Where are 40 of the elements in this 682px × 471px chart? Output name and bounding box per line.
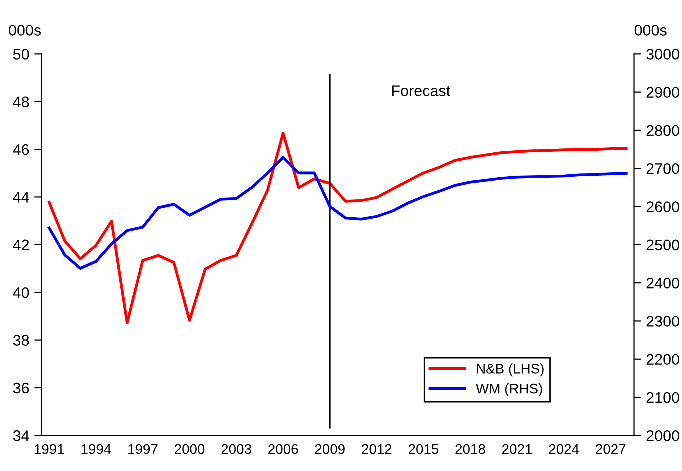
y2-tick-label: 2100 [646, 392, 680, 404]
line-series [48, 132, 628, 325]
y-tick-label: 44 [13, 192, 30, 203]
y2-tick-label: 2000 [646, 430, 680, 442]
x-tick-label: 2000 [175, 444, 205, 454]
y-axis-title: 000s [9, 25, 42, 36]
x-tick-label: 2018 [456, 444, 486, 454]
y2-tick-label: 2500 [646, 240, 680, 251]
y2-tick-label: 2900 [646, 87, 680, 98]
x-tick-label: 2015 [408, 444, 439, 454]
y2-tick-label: 2700 [646, 163, 680, 174]
x-tick-label: 2006 [268, 444, 298, 454]
y-tick-label: 36 [13, 382, 30, 394]
y-tick-label: 46 [13, 144, 30, 156]
x-tick-label: 2021 [502, 444, 532, 454]
x-tick-label: 2024 [549, 444, 580, 454]
x-tick-label: 2012 [362, 444, 392, 454]
y-tick-label: 38 [13, 335, 30, 346]
x-tick-label: 1997 [128, 444, 158, 454]
annotation: Forecast [392, 86, 451, 96]
y2-tick-label: 2400 [646, 278, 680, 289]
y-tick-label: 48 [13, 96, 30, 108]
legend-label: WM (RHS) [476, 384, 542, 396]
x-tick-label: 1994 [82, 444, 112, 454]
y2-axis-title: 000s [634, 25, 667, 36]
y2-tick-label: 2200 [646, 354, 680, 366]
y2-tick-label: 2600 [646, 202, 680, 212]
y-tick-label: 50 [13, 49, 30, 60]
x-tick-label: 2009 [315, 444, 345, 454]
x-tick-label: 2003 [222, 444, 252, 454]
x-tick-label: 2027 [596, 444, 626, 454]
y-tick-label: 40 [13, 287, 30, 298]
y-tick-label: 42 [13, 240, 30, 250]
y-tick-label: 34 [13, 430, 30, 442]
line-series [48, 156, 628, 270]
legend-label: N&B (LHS) [477, 364, 544, 377]
y2-tick-label: 3000 [646, 49, 680, 60]
x-tick-label: 1991 [35, 444, 64, 454]
y2-tick-label: 2300 [646, 316, 680, 327]
y2-tick-label: 2800 [646, 125, 680, 136]
